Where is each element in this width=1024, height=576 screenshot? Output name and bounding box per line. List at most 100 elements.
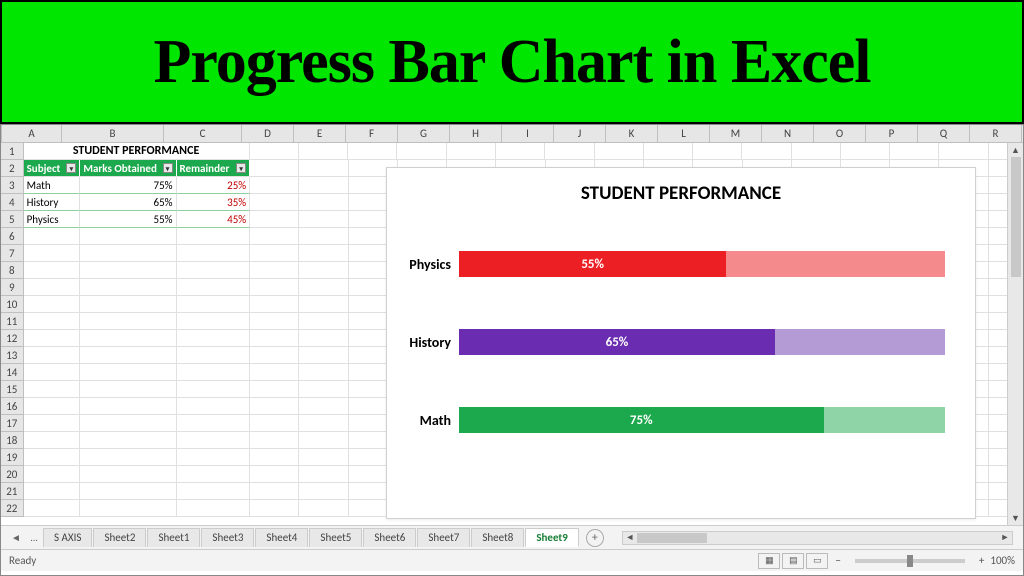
column-header[interactable]: A xyxy=(2,125,62,142)
cell[interactable] xyxy=(299,432,348,449)
sheet-tab[interactable]: Sheet2 xyxy=(93,528,146,547)
cell[interactable] xyxy=(80,364,176,381)
cell[interactable] xyxy=(299,330,348,347)
row-header[interactable]: 7 xyxy=(1,245,24,262)
cell[interactable] xyxy=(250,500,299,517)
row-header[interactable]: 21 xyxy=(1,483,24,500)
sheet-tab[interactable]: Sheet4 xyxy=(255,528,308,547)
cell[interactable] xyxy=(177,228,251,245)
filter-dropdown-icon[interactable]: ▾ xyxy=(163,163,173,173)
cell[interactable] xyxy=(80,245,176,262)
cell[interactable] xyxy=(299,279,348,296)
cell[interactable] xyxy=(250,398,299,415)
cell[interactable] xyxy=(299,177,348,194)
table-cell-remainder[interactable]: 45% xyxy=(177,211,251,228)
progress-chart[interactable]: STUDENT PERFORMANCE Physics55%History65%… xyxy=(386,167,976,519)
cell[interactable] xyxy=(24,296,81,313)
cell[interactable] xyxy=(177,364,251,381)
cell[interactable] xyxy=(299,245,348,262)
cell[interactable] xyxy=(80,432,176,449)
cell[interactable] xyxy=(299,483,348,500)
row-header[interactable]: 6 xyxy=(1,228,24,245)
cell[interactable] xyxy=(24,500,81,517)
column-header[interactable]: P xyxy=(866,125,918,142)
table-cell-subject[interactable]: Math xyxy=(24,177,81,194)
table-cell-remainder[interactable]: 35% xyxy=(177,194,251,211)
cell[interactable] xyxy=(250,177,299,194)
cell[interactable] xyxy=(177,466,251,483)
cell[interactable] xyxy=(80,279,176,296)
scroll-right-icon[interactable]: ► xyxy=(998,532,1012,543)
row-header[interactable]: 1 xyxy=(1,143,24,160)
cell[interactable] xyxy=(299,500,348,517)
row-header[interactable]: 22 xyxy=(1,500,24,517)
cell[interactable] xyxy=(177,347,251,364)
table-cell-remainder[interactable]: 25% xyxy=(177,177,251,194)
cell[interactable] xyxy=(299,398,348,415)
column-header[interactable]: Q xyxy=(918,125,970,142)
tab-nav-prev-icon[interactable]: ◄ xyxy=(8,530,24,546)
cell[interactable] xyxy=(250,211,299,228)
cell[interactable] xyxy=(177,279,251,296)
cell[interactable] xyxy=(250,364,299,381)
cell[interactable] xyxy=(80,228,176,245)
table-cell-marks[interactable]: 75% xyxy=(80,177,176,194)
cell[interactable] xyxy=(250,347,299,364)
row-header[interactable]: 13 xyxy=(1,347,24,364)
cell[interactable] xyxy=(24,330,81,347)
column-header[interactable]: N xyxy=(762,125,814,142)
cell[interactable] xyxy=(24,228,81,245)
cell[interactable] xyxy=(250,483,299,500)
cell[interactable] xyxy=(80,415,176,432)
cell[interactable] xyxy=(299,449,348,466)
row-header[interactable]: 16 xyxy=(1,398,24,415)
cell[interactable] xyxy=(250,415,299,432)
scroll-down-icon[interactable]: ▼ xyxy=(1011,511,1020,525)
cell[interactable] xyxy=(299,364,348,381)
cell[interactable] xyxy=(250,313,299,330)
cell[interactable] xyxy=(80,296,176,313)
row-header[interactable]: 14 xyxy=(1,364,24,381)
cell[interactable] xyxy=(24,398,81,415)
cell[interactable] xyxy=(80,466,176,483)
row-header[interactable]: 2 xyxy=(1,160,24,177)
column-header[interactable]: K xyxy=(606,125,658,142)
cell[interactable] xyxy=(644,143,693,160)
row-header[interactable]: 19 xyxy=(1,449,24,466)
row-header[interactable]: 8 xyxy=(1,262,24,279)
cell[interactable] xyxy=(348,143,397,160)
cell[interactable] xyxy=(939,143,988,160)
cell[interactable] xyxy=(447,143,496,160)
scroll-left-icon[interactable]: ◄ xyxy=(623,532,637,543)
sheet-tab[interactable]: S AXIS xyxy=(43,528,92,547)
cell[interactable] xyxy=(177,432,251,449)
cell[interactable] xyxy=(24,466,81,483)
cell[interactable] xyxy=(24,381,81,398)
add-sheet-button[interactable]: + xyxy=(586,529,604,547)
cell[interactable] xyxy=(80,483,176,500)
cell[interactable] xyxy=(80,381,176,398)
view-normal-button[interactable]: ▦ xyxy=(758,553,780,569)
column-header[interactable]: B xyxy=(62,125,164,142)
cell[interactable] xyxy=(24,364,81,381)
sheet-tab[interactable]: Sheet5 xyxy=(309,528,362,547)
cell[interactable] xyxy=(545,143,594,160)
cell[interactable] xyxy=(24,347,81,364)
cell[interactable] xyxy=(792,143,841,160)
row-header[interactable]: 18 xyxy=(1,432,24,449)
cell[interactable] xyxy=(80,262,176,279)
column-header[interactable]: O xyxy=(814,125,866,142)
table-header-cell[interactable]: Remainder▾ xyxy=(177,160,251,177)
table-cell-subject[interactable]: Physics xyxy=(24,211,81,228)
cell[interactable] xyxy=(24,432,81,449)
column-header[interactable]: L xyxy=(658,125,710,142)
tab-ellipsis[interactable]: ... xyxy=(26,530,42,546)
cell[interactable] xyxy=(24,262,81,279)
sheet-tab[interactable]: Sheet9 xyxy=(525,528,579,547)
row-header[interactable]: 9 xyxy=(1,279,24,296)
cell[interactable] xyxy=(890,143,939,160)
hscroll-thumb[interactable] xyxy=(637,533,707,543)
column-header[interactable]: H xyxy=(450,125,502,142)
cell[interactable] xyxy=(80,347,176,364)
cell[interactable] xyxy=(177,296,251,313)
